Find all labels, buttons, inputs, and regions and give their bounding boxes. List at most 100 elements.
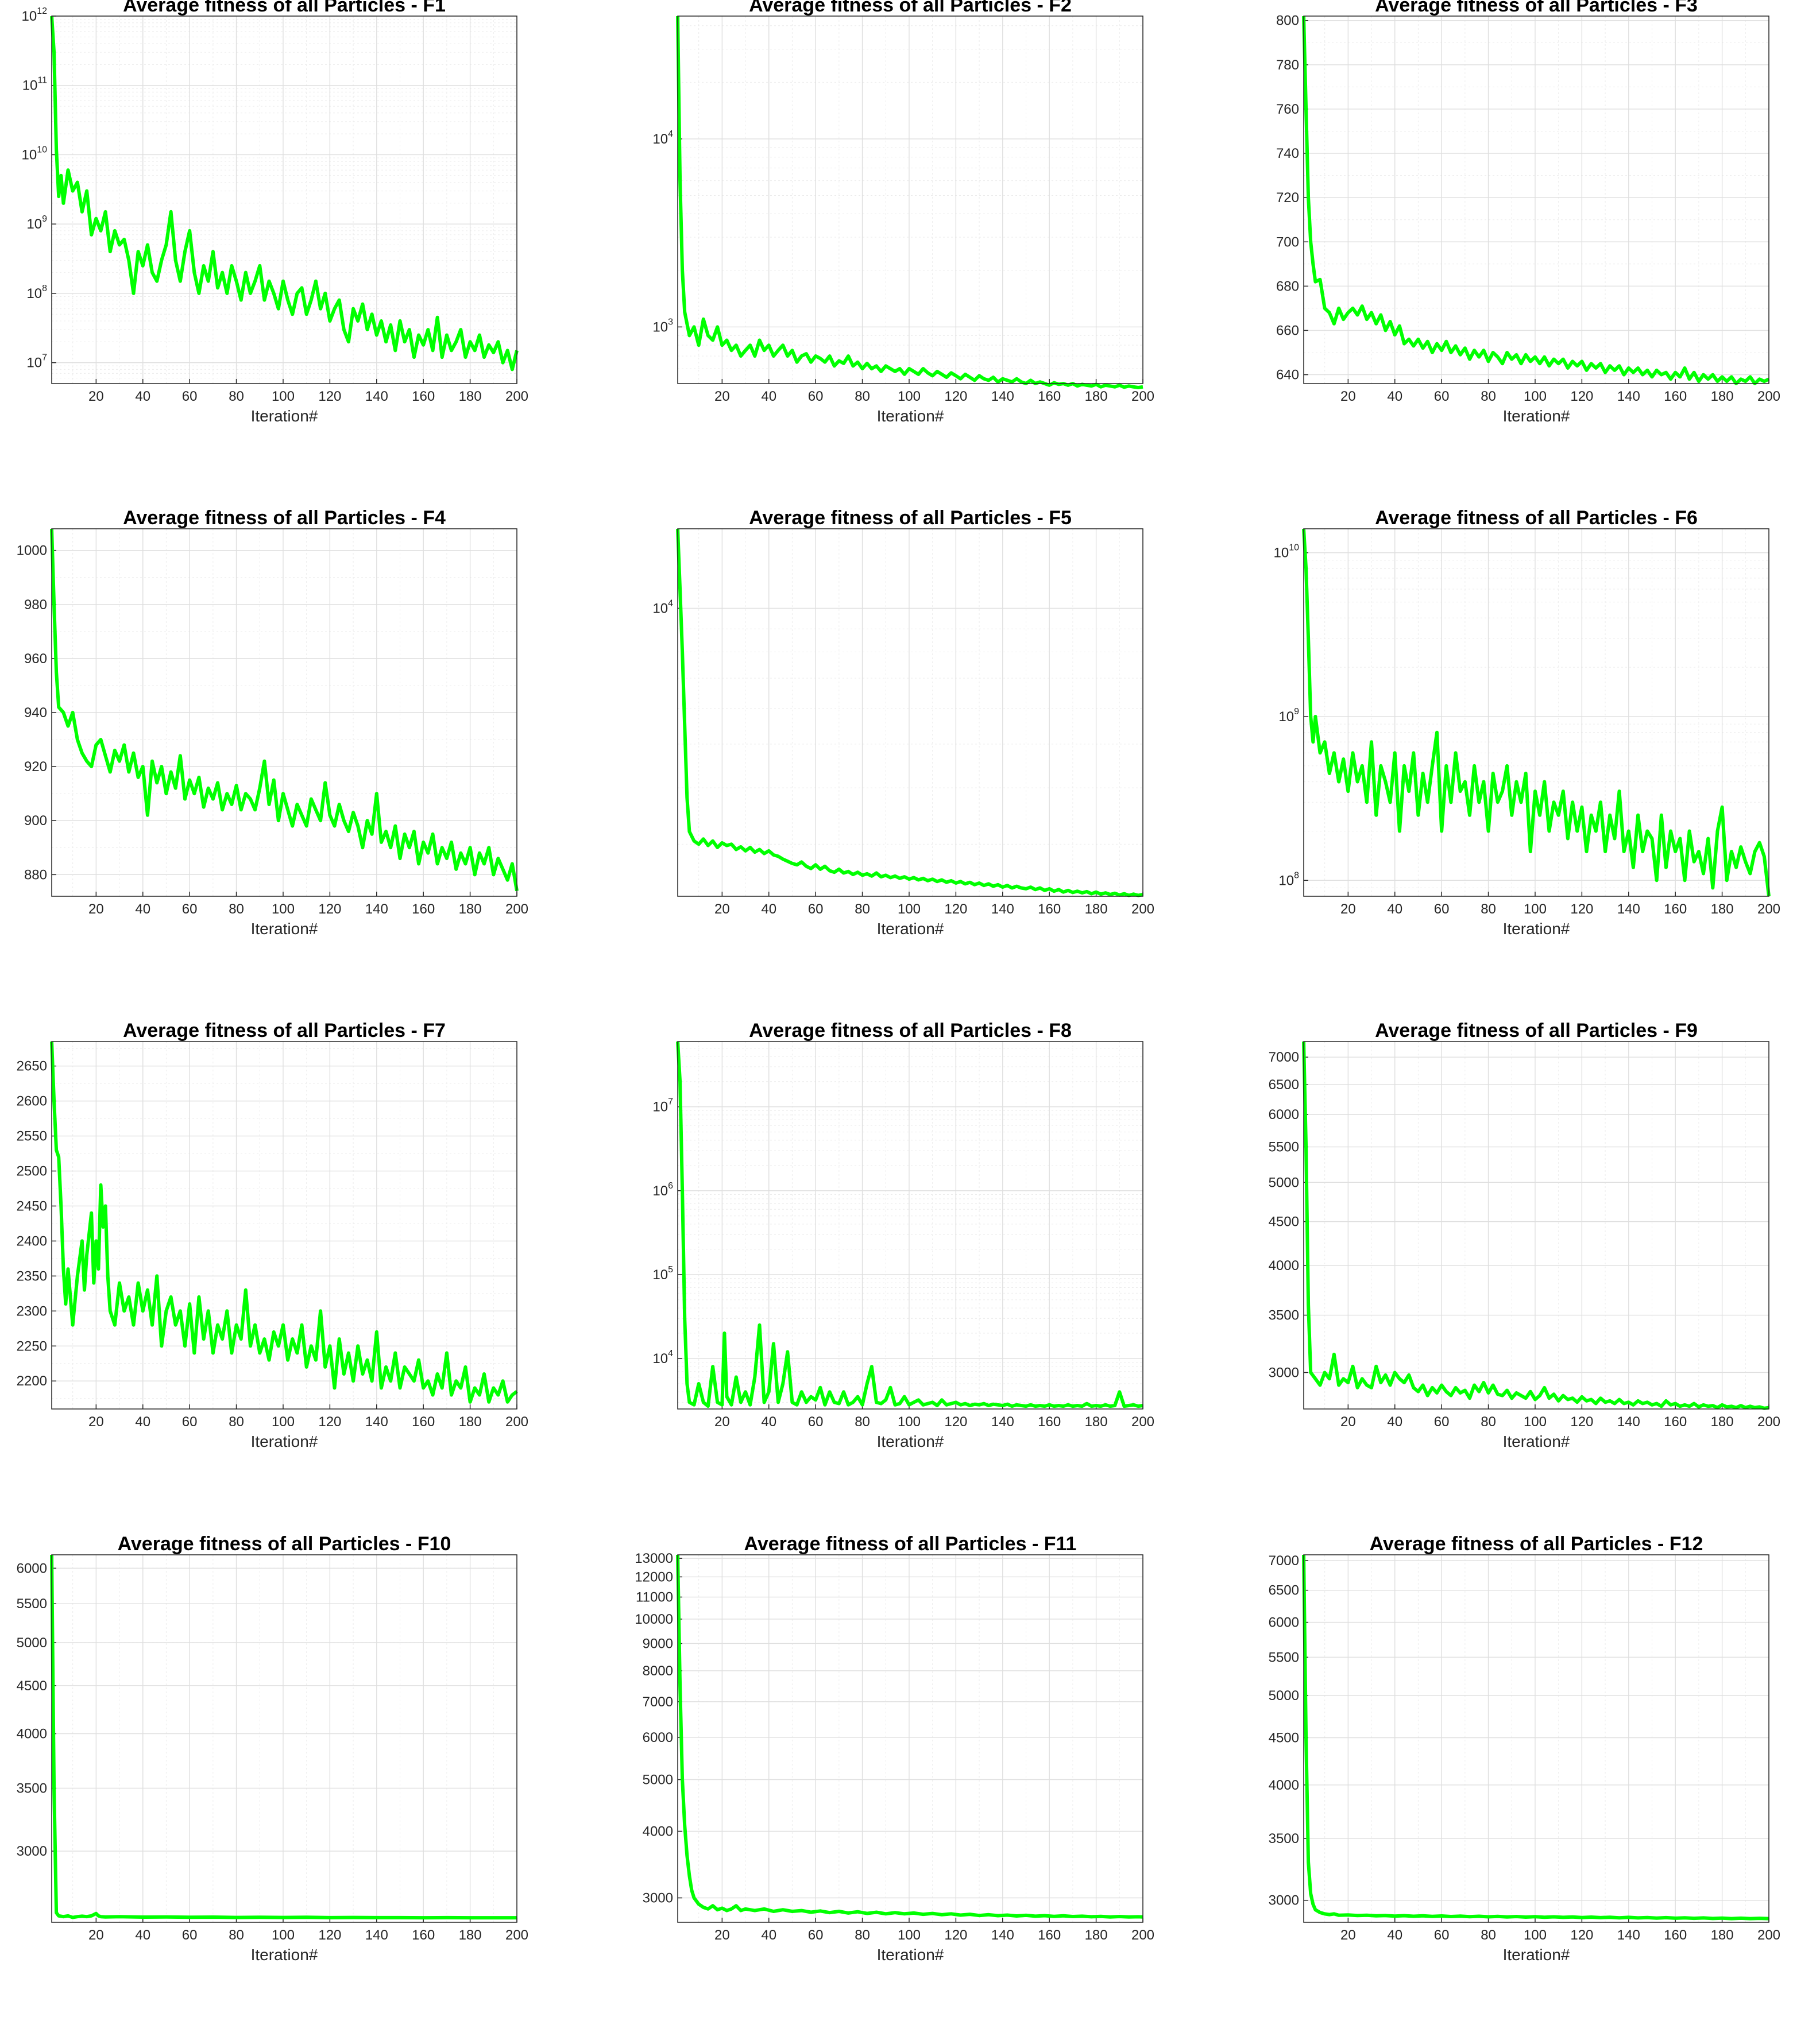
chart-panel: 20 40 60 80 100 120 140 160 180 200 104 Average fit…	[626, 507, 1200, 1018]
x-axis-label: Iteration#	[251, 1946, 318, 1964]
y-tick-label: 740	[1276, 146, 1299, 161]
x-axis-label: Iteration#	[877, 920, 944, 938]
x-tick-label: 100	[898, 901, 921, 917]
x-tick-label: 140	[365, 1414, 388, 1430]
x-tick-label: 180	[459, 389, 482, 404]
x-tick-label: 180	[1085, 389, 1108, 404]
series-line	[1302, 1554, 1769, 1921]
x-tick-label: 20	[714, 901, 730, 917]
x-axis-label: Iteration#	[877, 1946, 944, 1964]
y-tick-label: 2200	[17, 1373, 47, 1389]
y-tick-label: 12000	[635, 1569, 673, 1585]
y-tick-label: 107	[652, 1097, 673, 1115]
x-tick-label: 120	[318, 389, 341, 404]
chart-panel: 20 40 60 80 100 120 140 160 180 200 3000 3500 4000 45…	[1252, 1533, 1793, 2044]
x-tick-label: 60	[808, 901, 824, 917]
x-tick-label: 80	[229, 1927, 244, 1943]
x-tick-label: 80	[1481, 389, 1496, 404]
x-tick-label: 200	[1757, 1927, 1780, 1943]
x-tick-label: 180	[1711, 389, 1734, 404]
y-tick-label: 103	[652, 317, 673, 335]
plot-area	[678, 1555, 1143, 1922]
x-tick-label: 120	[1570, 1927, 1593, 1943]
y-tick-label: 5000	[643, 1772, 673, 1788]
chart-svg: 20 40 60 80 100 120 140 160 180 200 104 Average fit…	[652, 507, 1154, 938]
x-tick-label: 120	[944, 1927, 967, 1943]
x-tick-label: 80	[855, 389, 870, 404]
chart-svg: 20 40 60 80 100 120 140 160 180 200 107 108 109 1010 1…	[22, 0, 529, 425]
x-tick-label: 180	[1085, 1414, 1108, 1430]
x-tick-label: 200	[1131, 389, 1154, 404]
y-tick-label: 108	[26, 284, 47, 301]
x-tick-label: 140	[365, 389, 388, 404]
chart-grid: 20 40 60 80 100 120 140 160 180 200 107 108 109 1010 1…	[17, 0, 1793, 1964]
x-tick-label: 140	[1617, 1414, 1640, 1430]
y-tick-label: 109	[1278, 707, 1299, 725]
series-line	[676, 1554, 1143, 1919]
x-tick-label: 40	[1387, 1414, 1402, 1430]
y-tick-label: 3000	[1269, 1893, 1299, 1908]
x-tick-label: 40	[761, 1414, 776, 1430]
y-tick-label: 10000	[635, 1612, 673, 1627]
chart-svg: 20 40 60 80 100 120 140 160 180 200 3000 3500 4000 45…	[17, 1533, 528, 1964]
chart-svg: 20 40 60 80 100 120 140 160 180 200 640 660 680 700 72…	[1276, 0, 1780, 425]
y-tick-label: 3500	[17, 1780, 47, 1796]
x-tick-label: 60	[182, 389, 198, 404]
y-tick-label: 2500	[17, 1164, 47, 1179]
x-tick-label: 100	[272, 1927, 295, 1943]
axes-frame	[51, 16, 517, 384]
y-tick-label: 5000	[17, 1635, 47, 1651]
y-tick-label: 720	[1276, 190, 1299, 206]
y-tick-label: 960	[24, 651, 47, 667]
x-tick-label: 20	[1340, 389, 1356, 404]
x-tick-label: 120	[944, 1414, 967, 1430]
y-tick-label: 1010	[22, 145, 48, 162]
x-tick-label: 140	[991, 901, 1014, 917]
x-tick-label: 140	[991, 1927, 1014, 1943]
series-line	[50, 528, 519, 892]
y-tick-label: 800	[1276, 13, 1299, 29]
chart-title: Average fitness of all Particles - F3	[1375, 0, 1698, 16]
x-tick-label: 200	[505, 901, 528, 917]
y-tick-label: 107	[26, 353, 47, 371]
y-tick-label: 4500	[1269, 1731, 1299, 1746]
y-tick-label: 4000	[17, 1726, 47, 1742]
x-tick-label: 40	[761, 389, 776, 404]
chart-svg: 20 40 60 80 100 120 140 160 180 200 104 105 106 107 Av…	[652, 1020, 1154, 1450]
chart-panel: 20 40 60 80 100 120 140 160 180 200 3000 3500 4000 45…	[1252, 1020, 1793, 1531]
chart-svg: 20 40 60 80 100 120 140 160 180 200 3000 3500 4000 45…	[1269, 1020, 1780, 1450]
x-tick-label: 200	[1131, 1927, 1154, 1943]
y-tick-label: 6000	[1269, 1615, 1299, 1631]
y-tick-label: 5500	[17, 1596, 47, 1612]
chart-svg: 20 40 60 80 100 120 140 160 180 200 3000 3500 4000 45…	[1269, 1533, 1780, 1964]
plot-area	[52, 1555, 517, 1922]
x-tick-label: 60	[1434, 901, 1450, 917]
plot-area	[678, 1042, 1143, 1409]
chart-svg: 20 40 60 80 100 120 140 160 180 200 880 900 920 940 96…	[17, 507, 528, 938]
x-tick-label: 20	[1340, 1927, 1356, 1943]
y-tick-label: 105	[652, 1265, 673, 1283]
x-tick-label: 180	[459, 1414, 482, 1430]
axes-frame	[1303, 16, 1769, 384]
y-tick-label: 2600	[17, 1094, 47, 1109]
chart-panel: 20 40 60 80 100 120 140 160 180 200 3000 4000 5000 60…	[626, 1533, 1200, 2044]
x-tick-label: 20	[1340, 901, 1356, 917]
x-tick-label: 160	[1664, 1414, 1687, 1430]
x-tick-label: 80	[229, 389, 244, 404]
x-tick-label: 120	[318, 1927, 341, 1943]
chart-title: Average fitness of all Particles - F12	[1370, 1533, 1703, 1555]
chart-title: Average fitness of all Particles - F7	[123, 1020, 446, 1042]
y-tick-label: 3000	[643, 1891, 673, 1906]
x-tick-label: 180	[1085, 901, 1108, 917]
y-tick-label: 4500	[17, 1678, 47, 1694]
x-tick-label: 80	[229, 1414, 244, 1430]
y-tick-label: 3000	[17, 1844, 47, 1859]
y-tick-label: 900	[24, 813, 47, 829]
chart-title: Average fitness of all Particles - F6	[1375, 507, 1698, 529]
x-tick-label: 100	[898, 1927, 921, 1943]
axes-frame	[51, 1041, 517, 1410]
x-tick-label: 200	[1757, 901, 1780, 917]
x-tick-label: 160	[1664, 389, 1687, 404]
y-tick-label: 9000	[643, 1636, 673, 1651]
x-tick-label: 120	[944, 389, 967, 404]
